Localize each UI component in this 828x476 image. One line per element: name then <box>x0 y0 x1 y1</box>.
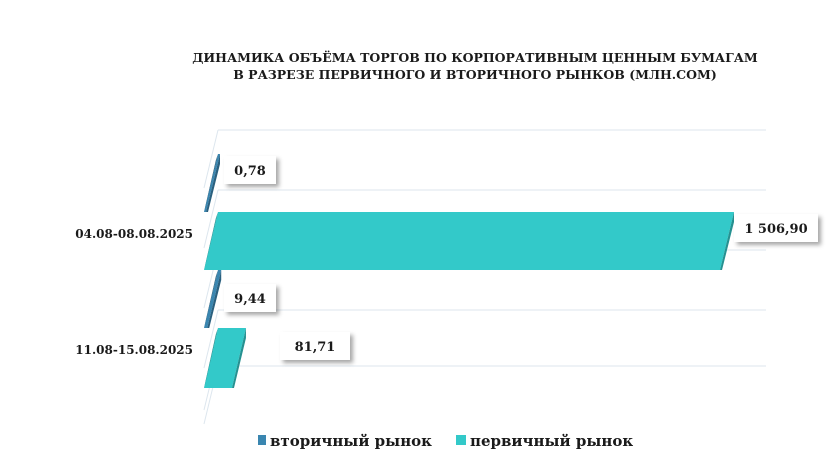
legend-label-primary: первичный рынок <box>470 432 633 450</box>
gridline-diag-1 <box>203 189 219 249</box>
category-labels: 04.08-08.08.2025 11.08-15.08.2025 <box>75 227 193 357</box>
data-label-box-0-1 <box>734 214 818 242</box>
bar-0-1 <box>204 212 734 270</box>
bar-end-0-0 <box>206 154 220 212</box>
bar-1-0 <box>204 270 222 328</box>
bar-side-0-0 <box>204 154 218 212</box>
bar-end-1-1 <box>231 328 246 388</box>
data-labels: 0,78 1 506,90 9,44 81,71 <box>224 156 818 360</box>
data-label-box-1-0 <box>224 284 276 312</box>
legend-swatch-primary <box>456 435 466 445</box>
category-label-1: 11.08-15.08.2025 <box>75 343 193 357</box>
bars <box>204 154 734 388</box>
data-label-1-0: 9,44 <box>234 292 266 307</box>
bar-0-0 <box>204 154 220 212</box>
category-label-0: 04.08-08.08.2025 <box>75 227 193 241</box>
chart-subtitle: В РАЗРЕЗЕ ПЕРВИЧНОГО И ВТОРИЧНОГО РЫНКОВ… <box>233 67 717 82</box>
data-label-0-1: 1 506,90 <box>744 222 807 237</box>
gridline-diag-3 <box>203 309 219 369</box>
bar-side-1-1 <box>204 328 218 388</box>
gridlines <box>203 129 766 425</box>
chart-title: ДИНАМИКА ОБЪЁМА ТОРГОВ ПО КОРПОРАТИВНЫМ … <box>192 50 758 65</box>
data-label-box-1-1 <box>280 332 350 360</box>
bar-side-1-0 <box>204 270 218 328</box>
bar-1-1 <box>204 328 246 388</box>
legend-swatch-secondary <box>258 435 266 445</box>
legend: вторичный рынок первичный рынок <box>258 432 633 450</box>
bar-side-0-1 <box>204 212 218 270</box>
bar-end-1-0 <box>207 270 222 328</box>
data-label-0-0: 0,78 <box>234 164 266 179</box>
gridline-diag-0 <box>203 129 219 189</box>
data-label-box-0-0 <box>224 156 276 184</box>
bar-end-0-1 <box>720 212 734 270</box>
legend-label-secondary: вторичный рынок <box>270 432 432 450</box>
data-label-1-1: 81,71 <box>295 340 336 355</box>
